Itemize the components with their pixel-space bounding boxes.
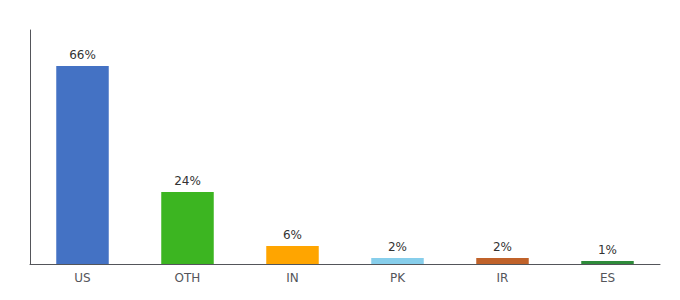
svg-text:US: US: [74, 271, 90, 285]
svg-text:2%: 2%: [388, 240, 407, 254]
svg-text:IN: IN: [286, 271, 299, 285]
svg-text:66%: 66%: [69, 48, 96, 62]
svg-text:ES: ES: [600, 271, 615, 285]
svg-text:1%: 1%: [598, 243, 617, 257]
svg-text:IR: IR: [497, 271, 509, 285]
svg-text:PK: PK: [390, 271, 406, 285]
svg-text:OTH: OTH: [175, 271, 201, 285]
svg-text:6%: 6%: [283, 228, 302, 242]
svg-text:24%: 24%: [174, 174, 201, 188]
svg-text:2%: 2%: [493, 240, 512, 254]
